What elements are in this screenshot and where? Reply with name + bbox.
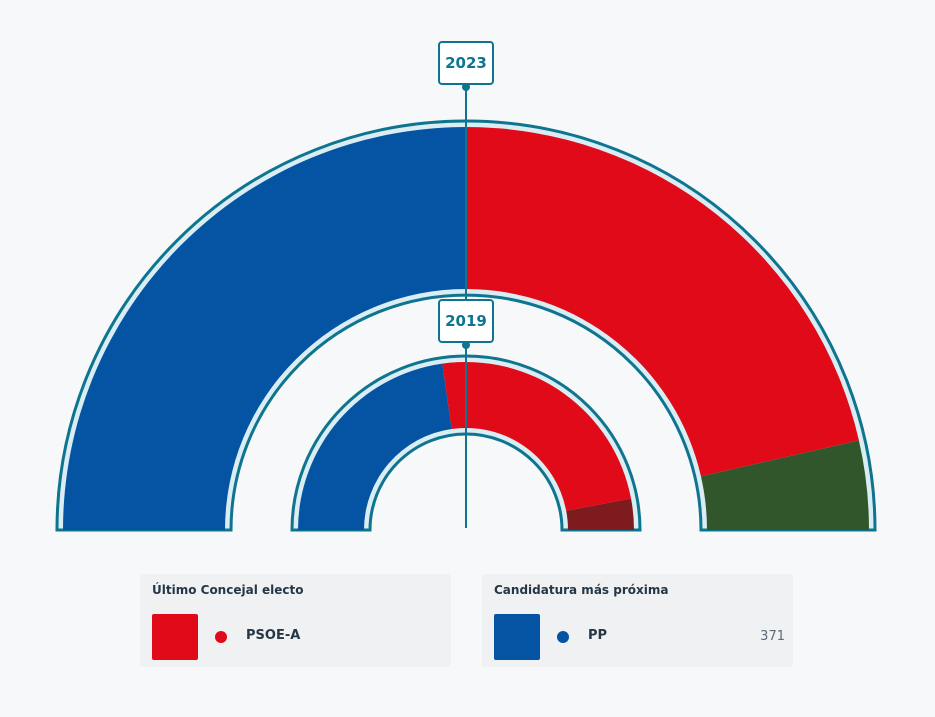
segment-2019-pp[interactable] [298,363,452,530]
year-label-dot-2023 [462,83,470,91]
last-elected-box: Último Concejal electo PSOE-A [140,574,451,667]
year-label-2019: 2019 [445,312,487,330]
year-label-dot-2019 [462,341,470,349]
rings-layer [55,119,877,532]
year-label-2023: 2023 [445,54,487,72]
labels-layer: 2023 2019 [438,41,494,528]
next-candidate-dot-icon [557,631,569,643]
segment-2023-psoe-a[interactable] [466,127,859,477]
next-candidate-swatch [494,614,540,660]
next-candidate-votes: 371 [760,629,785,644]
last-elected-title: Último Concejal electo [152,583,304,597]
last-elected-dot-icon [215,631,227,643]
segment-2023-pp[interactable] [63,127,466,530]
segment-2019-other[interactable] [566,498,634,530]
segment-2019-psoe-a[interactable] [442,362,632,511]
hemicycle-svg: 2023 2019 [55,41,877,532]
hemicycle-chart: 2023 2019 [55,41,877,532]
last-elected-party: PSOE-A [246,628,301,643]
next-candidate-title: Candidatura más próxima [494,583,669,597]
next-candidate-box: Candidatura más próxima PP 371 [482,574,793,667]
last-elected-swatch [152,614,198,660]
next-candidate-party: PP [588,628,608,643]
segment-2023-other[interactable] [700,440,869,530]
